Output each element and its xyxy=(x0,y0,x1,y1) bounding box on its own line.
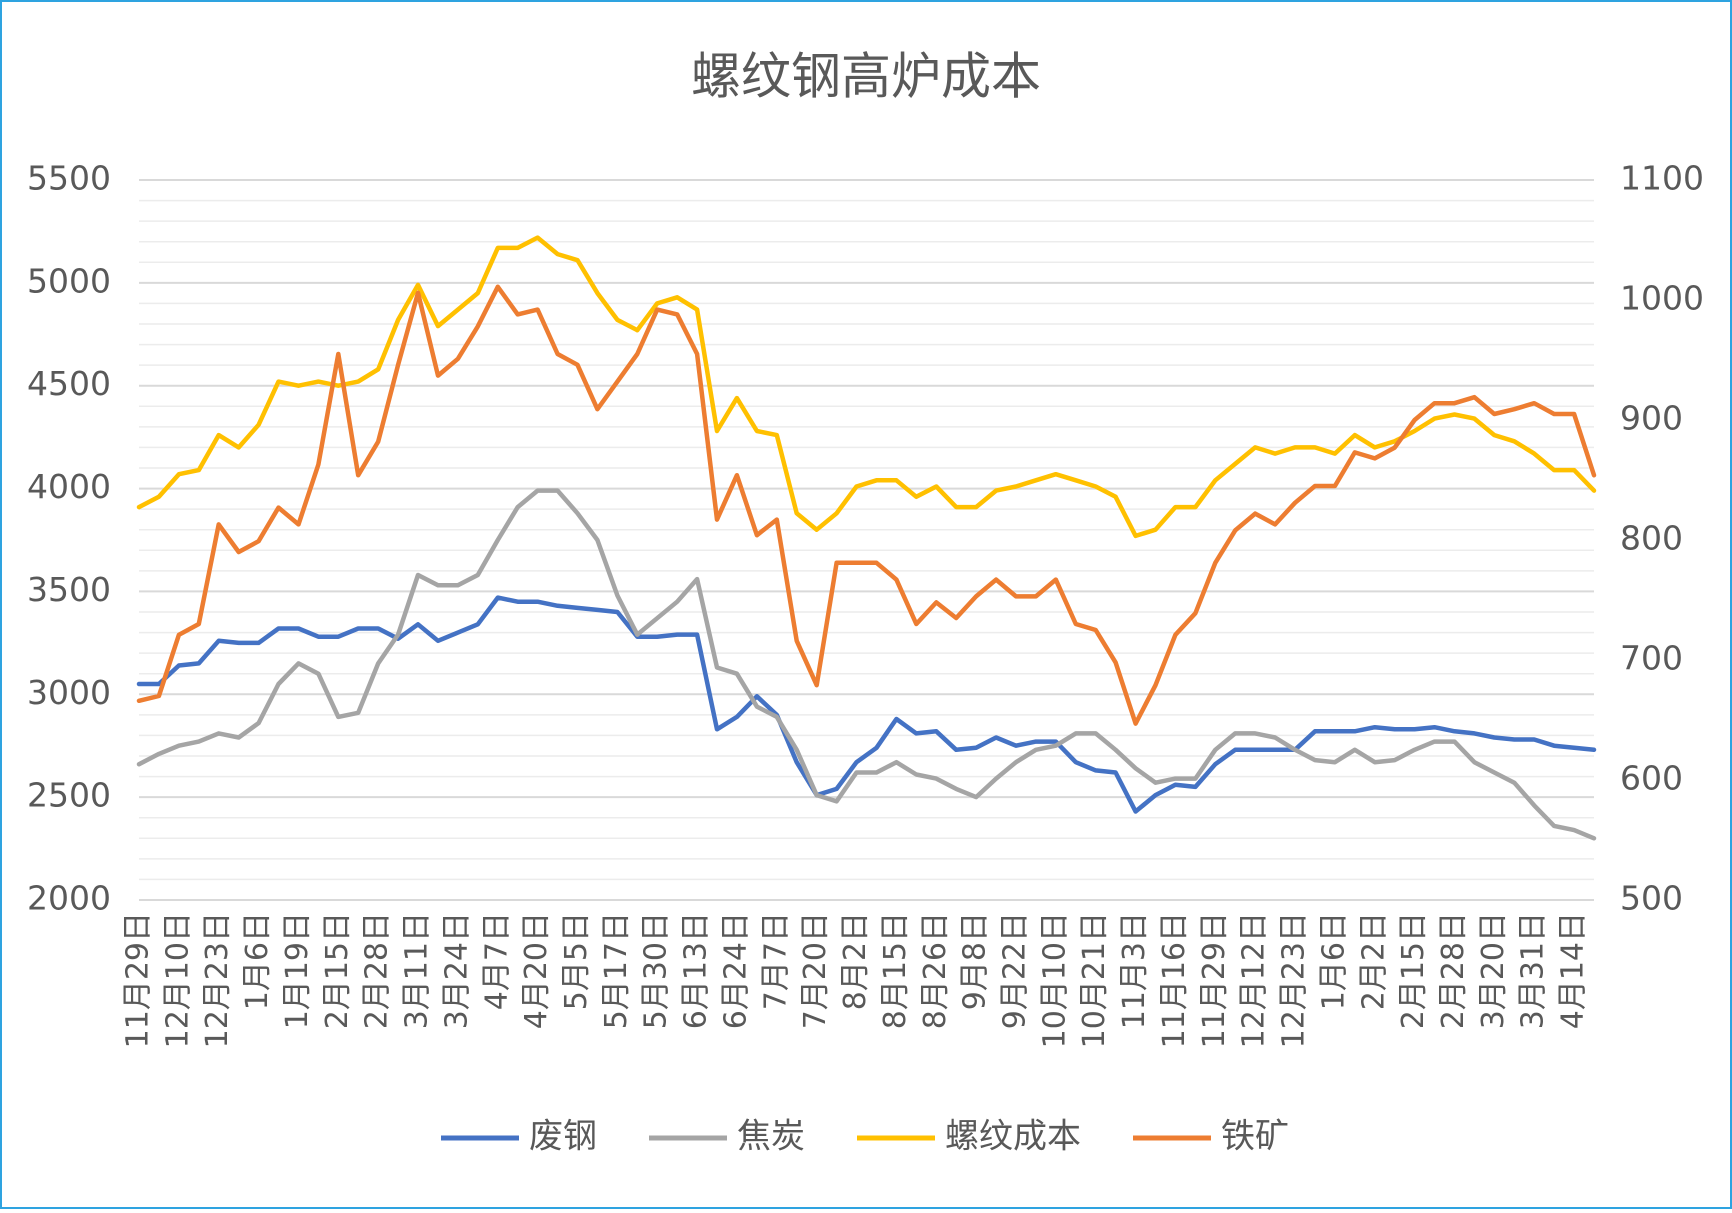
series-line xyxy=(136,595,1597,814)
x-tick-label: 2月28日 xyxy=(1436,912,1471,1029)
x-tick-label: 11月16日 xyxy=(1157,912,1192,1048)
y2-tick-label: 800 xyxy=(1620,519,1683,558)
y2-tick-label: 900 xyxy=(1620,399,1683,438)
x-tick-label: 1月19日 xyxy=(280,912,315,1029)
x-tick-label: 6月24日 xyxy=(718,912,753,1029)
x-tick-label: 11月29日 xyxy=(121,912,156,1048)
x-tick-label: 4月14日 xyxy=(1556,912,1591,1029)
legend-label: 螺纹成本 xyxy=(945,1117,1081,1157)
x-tick-label: 10月10日 xyxy=(1037,912,1072,1048)
y-tick-label: 4500 xyxy=(27,364,111,403)
x-tick-label: 8月15日 xyxy=(878,912,913,1029)
y-tick-label: 3000 xyxy=(27,673,111,712)
x-tick-label: 3月24日 xyxy=(439,912,474,1029)
y2-tick-label: 1000 xyxy=(1620,279,1704,318)
x-tick-label: 7月20日 xyxy=(798,912,833,1029)
x-tick-label: 2月2日 xyxy=(1356,912,1391,1010)
y2-tick-label: 1100 xyxy=(1620,159,1704,198)
x-tick-label: 5月17日 xyxy=(599,912,634,1029)
x-tick-label: 4月20日 xyxy=(519,912,554,1029)
x-tick-label: 12月23日 xyxy=(1277,912,1312,1048)
x-tick-label: 2月28日 xyxy=(360,912,395,1029)
x-tick-label: 11月29日 xyxy=(1197,912,1232,1048)
y2-tick-label: 700 xyxy=(1620,639,1683,678)
y-tick-label: 2500 xyxy=(27,776,111,815)
x-tick-label: 8月26日 xyxy=(918,912,953,1029)
x-tick-label: 9月22日 xyxy=(997,912,1032,1029)
y-tick-label: 2000 xyxy=(27,879,111,918)
x-tick-label: 5月5日 xyxy=(559,912,594,1010)
x-tick-label: 8月2日 xyxy=(838,912,873,1010)
legend-label: 焦炭 xyxy=(737,1117,805,1157)
x-tick-label: 10月21日 xyxy=(1077,912,1112,1048)
x-tick-label: 1月6日 xyxy=(1316,912,1351,1010)
x-tick-label: 11月3日 xyxy=(1117,912,1152,1029)
y-tick-label: 5500 xyxy=(27,159,111,198)
x-tick-label: 5月30日 xyxy=(639,912,674,1029)
series-line xyxy=(136,488,1597,841)
x-tick-label: 2月15日 xyxy=(320,912,355,1029)
x-tick-label: 6月13日 xyxy=(679,912,714,1029)
x-tick-label: 3月20日 xyxy=(1476,912,1511,1029)
x-tick-label: 12月23日 xyxy=(200,912,235,1048)
x-tick-label: 1月6日 xyxy=(240,912,275,1010)
x-tick-label: 7月7日 xyxy=(758,912,793,1010)
y-tick-label: 5000 xyxy=(27,261,111,300)
x-tick-label: 4月7日 xyxy=(479,912,514,1010)
series-line xyxy=(136,284,1597,726)
y-tick-label: 4000 xyxy=(27,467,111,506)
x-tick-label: 12月10日 xyxy=(160,912,195,1048)
x-tick-label: 3月11日 xyxy=(400,912,435,1029)
legend-label: 废钢 xyxy=(529,1117,597,1157)
x-tick-label: 12月12日 xyxy=(1237,912,1272,1048)
y2-tick-label: 600 xyxy=(1620,759,1683,798)
y2-tick-label: 500 xyxy=(1620,879,1683,918)
x-tick-label: 3月31日 xyxy=(1516,912,1551,1029)
chart-title: 螺纹钢高炉成本 xyxy=(691,48,1041,106)
x-tick-label: 9月8日 xyxy=(958,912,993,1010)
series-line xyxy=(136,235,1597,539)
x-tick-label: 2月15日 xyxy=(1396,912,1431,1029)
legend-label: 铁矿 xyxy=(1221,1117,1289,1157)
y-tick-label: 3500 xyxy=(27,570,111,609)
